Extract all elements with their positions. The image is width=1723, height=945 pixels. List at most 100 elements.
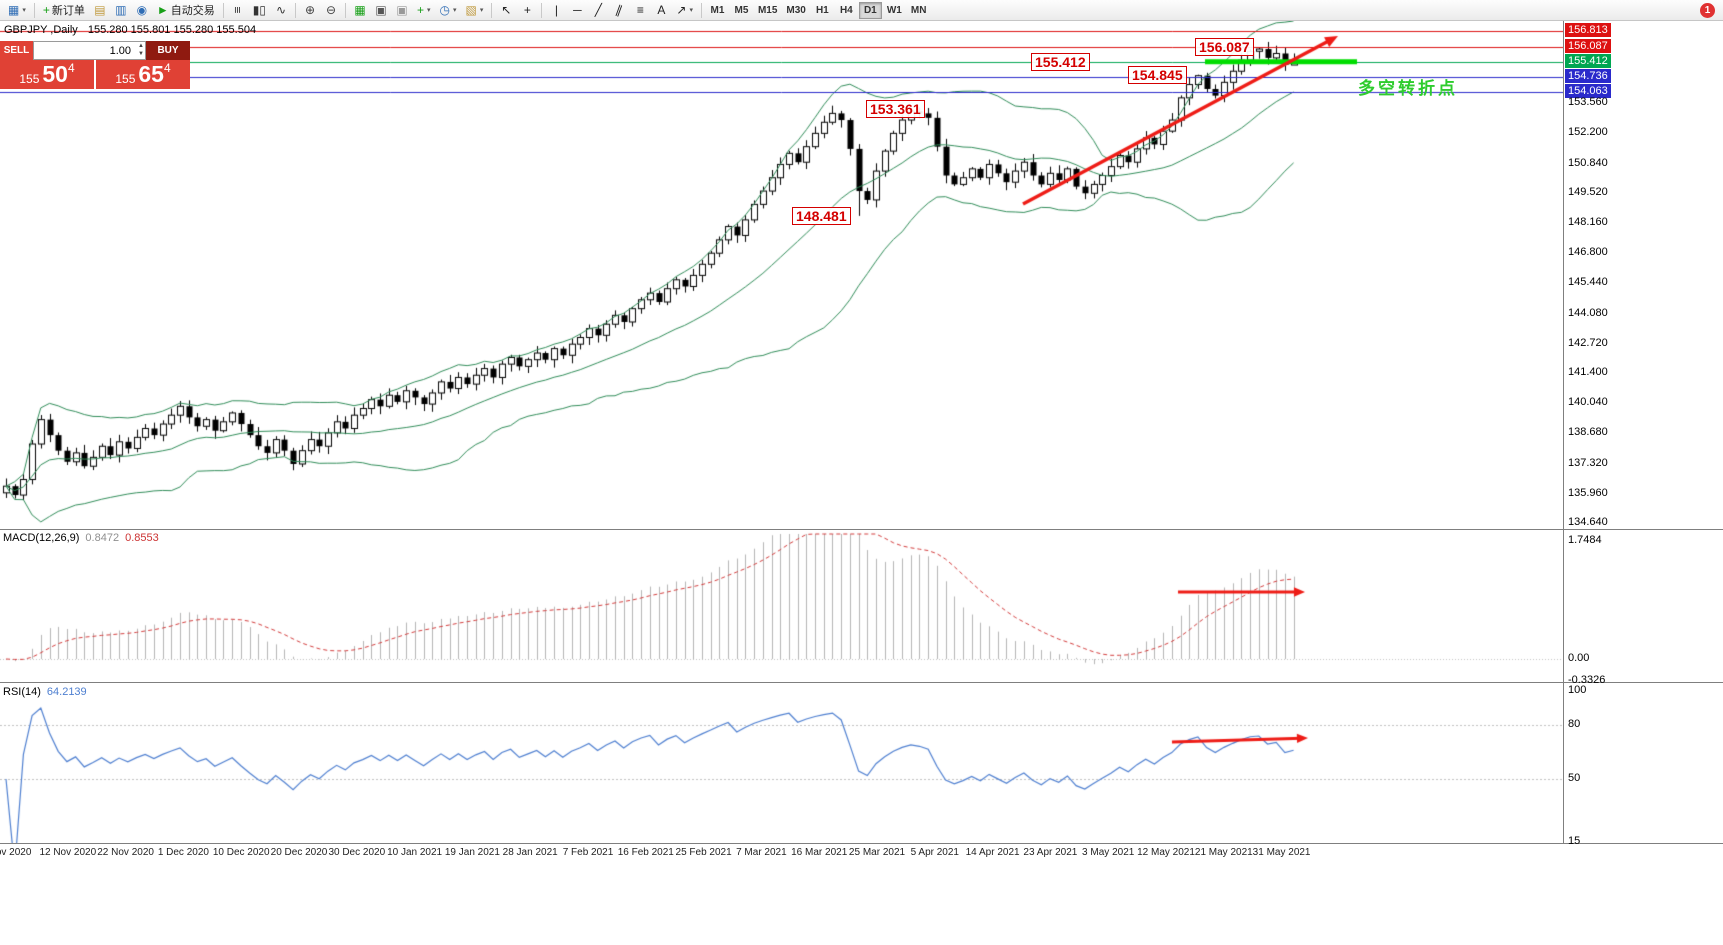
buy-price-int: 155: [115, 72, 136, 86]
arrange-windows-button[interactable]: ▣: [392, 1, 412, 19]
toolbar-separator: [344, 2, 346, 18]
indicators-icon: +: [416, 3, 424, 17]
dropdown-caret-icon: ▾: [689, 7, 693, 14]
price-tag: 156.813: [1565, 23, 1611, 37]
bar-chart-button[interactable]: ≡: [228, 1, 248, 19]
timeframe-m1-button[interactable]: M1: [710, 4, 725, 16]
turning-point-label: 多空转折点: [1358, 79, 1458, 99]
toolbar-separator: [491, 2, 493, 18]
tile-windows-button[interactable]: ▦: [350, 1, 370, 19]
date-label: 25 Feb 2021: [675, 847, 732, 858]
horizontal-line-button[interactable]: ─: [567, 1, 587, 19]
price-tick-label: 138.680: [1568, 426, 1608, 439]
cursor-icon: ↖: [501, 3, 512, 17]
date-label: 16 Feb 2021: [617, 847, 674, 858]
sell-button[interactable]: SELL: [0, 41, 33, 60]
new-chart-button[interactable]: ▦ ▾: [4, 1, 30, 19]
date-label: 5 Apr 2021: [910, 847, 959, 858]
macd-axis-label: 1.7484: [1568, 533, 1602, 546]
lot-down-button[interactable]: ▼: [138, 50, 144, 57]
text-icon: A: [657, 3, 666, 17]
lot-up-button[interactable]: ▲: [138, 43, 144, 49]
timeframe-h4-button[interactable]: H4: [839, 4, 853, 16]
notification-badge[interactable]: 1: [1700, 3, 1715, 18]
trendline-button[interactable]: ╱: [588, 1, 608, 19]
templates-icon: ▧: [465, 3, 477, 17]
sell-price-button[interactable]: 155 50 4: [0, 60, 94, 89]
fibonacci-icon: ≡: [636, 3, 644, 17]
line-chart-icon: ∿: [275, 3, 287, 17]
date-label: 10 Dec 2020: [212, 847, 270, 858]
indicators-button[interactable]: + ▾: [413, 1, 435, 19]
market-depth-button[interactable]: ▥: [111, 1, 131, 19]
horizontal-line-icon: ─: [573, 3, 582, 17]
rsi-axis-label: 50: [1568, 772, 1581, 784]
sell-price-pips: 50: [42, 61, 68, 87]
price-tick-label: 142.720: [1568, 336, 1608, 349]
crosshair-button[interactable]: +: [517, 1, 537, 19]
rsi-indicator-label: RSI(14) 64.2139: [3, 686, 87, 698]
panel-separator: [0, 843, 1723, 844]
timeframe-w1-button[interactable]: W1: [886, 4, 902, 16]
date-label: 21 May 2021: [1194, 847, 1253, 858]
timeframe-d1-button[interactable]: D1: [858, 1, 882, 19]
timeframe-mn-button[interactable]: MN: [910, 4, 927, 16]
macd-axis-label: 0.00: [1568, 652, 1590, 664]
price-axis-line: [1563, 21, 1564, 843]
date-label: 12 Nov 2020: [39, 847, 97, 858]
line-chart-button[interactable]: ∿: [271, 1, 291, 19]
price-tag: 154.063: [1565, 84, 1611, 99]
date-label: 1 Dec 2020: [157, 847, 209, 858]
price-tick-label: 137.320: [1568, 456, 1608, 469]
lot-size-input[interactable]: 1.00 ▲ ▼: [33, 41, 146, 60]
zoom-out-button[interactable]: ⊖: [321, 1, 341, 19]
date-label: Nov 2020: [0, 847, 32, 858]
templates-button[interactable]: ▧ ▾: [462, 1, 488, 19]
zoom-out-icon: ⊖: [325, 3, 337, 17]
price-tag: 156.087: [1565, 39, 1611, 54]
one-click-trading-controls: SELL 1.00 ▲ ▼ BUY: [0, 41, 190, 60]
lot-size-value: 1.00: [109, 44, 131, 57]
ohlc-readout: 155.280 155.801 155.280 155.504: [87, 24, 257, 36]
new-order-button[interactable]: + 新订单: [39, 1, 89, 19]
zoom-in-icon: ⊕: [304, 3, 316, 17]
text-button[interactable]: A: [651, 1, 671, 19]
timeframe-h1-button[interactable]: H1: [815, 4, 829, 16]
chart-list-button[interactable]: ▤: [90, 1, 110, 19]
buy-price-button[interactable]: 155 65 4: [96, 60, 190, 89]
sell-price-point: 4: [67, 61, 75, 75]
macd-panel-canvas[interactable]: [0, 530, 1563, 682]
rsi-axis-label: 15: [1568, 835, 1581, 847]
market-depth-icon: ▥: [115, 3, 127, 17]
arrows-button[interactable]: ↗ ▾: [672, 1, 697, 19]
price-chart-canvas[interactable]: [0, 21, 1563, 530]
toolbar-separator: [222, 2, 224, 18]
price-tick-label: 146.800: [1568, 246, 1608, 259]
zoom-in-button[interactable]: ⊕: [300, 1, 320, 19]
panel-separator[interactable]: [0, 682, 1723, 683]
chart-title: GBPJPY ,Daily 155.280 155.801 155.280 15…: [4, 24, 256, 36]
price-callout-label: 154.845: [1128, 65, 1187, 84]
date-label: 7 Mar 2021: [736, 847, 787, 858]
timeframe-m30-button[interactable]: M30: [786, 4, 806, 16]
fibonacci-button[interactable]: ≡: [630, 1, 650, 19]
timeframe-m5-button[interactable]: M5: [734, 4, 749, 16]
vertical-line-button[interactable]: |: [546, 1, 566, 19]
trendline-icon: ╱: [594, 3, 602, 17]
channel-button[interactable]: ∥: [609, 1, 629, 19]
cursor-button[interactable]: ↖: [496, 1, 516, 19]
candle-chart-button[interactable]: ▮▯: [249, 1, 270, 19]
rsi-panel-canvas[interactable]: [0, 683, 1563, 843]
crosshair-icon: +: [523, 3, 531, 17]
price-callout-label: 148.481: [792, 207, 851, 226]
autotrading-button[interactable]: ► 自动交易: [153, 1, 219, 19]
community-button[interactable]: ◉: [132, 1, 152, 19]
periods-button[interactable]: ◷ ▾: [436, 1, 461, 19]
date-label: 20 Dec 2020: [270, 847, 328, 858]
panel-separator[interactable]: [0, 529, 1723, 530]
cascade-windows-button[interactable]: ▣: [371, 1, 391, 19]
timeframe-m15-button[interactable]: M15: [757, 4, 778, 16]
candle-chart-icon: ▮▯: [252, 3, 266, 17]
buy-button[interactable]: BUY: [146, 41, 190, 60]
date-label: 30 Dec 2020: [328, 847, 386, 858]
